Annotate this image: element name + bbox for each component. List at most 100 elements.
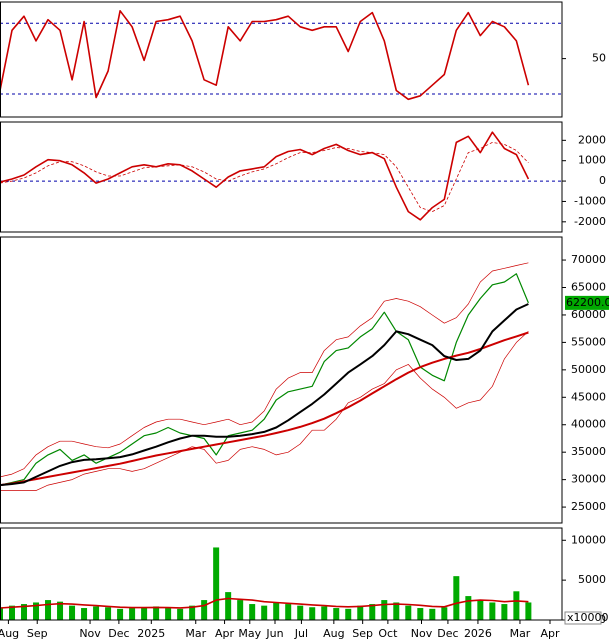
volume-bar bbox=[21, 604, 28, 620]
volume-bar bbox=[465, 596, 472, 620]
volume-bar bbox=[105, 607, 112, 620]
volume-bar bbox=[57, 601, 64, 620]
volume-bar bbox=[357, 605, 364, 620]
volume-bar bbox=[393, 602, 400, 620]
last-price-label: 62200.00 bbox=[566, 296, 609, 309]
y-tick-label: 50000 bbox=[571, 363, 606, 376]
volume-bar bbox=[489, 602, 496, 620]
y-tick-label: 5000 bbox=[578, 573, 606, 586]
x-tick-label: 2025 bbox=[137, 627, 165, 640]
volume-bar bbox=[273, 602, 280, 620]
series-line bbox=[0, 303, 529, 487]
series-line bbox=[0, 331, 529, 491]
volume-bar bbox=[477, 600, 484, 620]
x-tick-label: Mar bbox=[185, 627, 206, 640]
volume-bar bbox=[501, 604, 508, 620]
y-tick-label: 25000 bbox=[571, 500, 606, 513]
x-tick-label: Jun bbox=[265, 627, 283, 640]
volume-bar bbox=[261, 605, 268, 620]
volume-bar bbox=[9, 605, 16, 620]
volume-bar bbox=[285, 604, 292, 620]
volume-bar bbox=[249, 604, 256, 620]
y-tick-label: 45000 bbox=[571, 390, 606, 403]
y-tick-label: 10000 bbox=[571, 533, 606, 546]
x-tick-label: Sep bbox=[27, 627, 48, 640]
series-line bbox=[0, 262, 529, 478]
x-tick-label: 2026 bbox=[464, 627, 492, 640]
volume-bar bbox=[321, 606, 328, 620]
panel-frame bbox=[0, 236, 563, 524]
volume-bar bbox=[525, 602, 532, 620]
volume-bar bbox=[69, 605, 76, 620]
volume-bar bbox=[189, 605, 196, 620]
panel bbox=[0, 131, 562, 221]
y-tick-label: 1000 bbox=[578, 154, 606, 167]
volume-bar bbox=[429, 608, 436, 620]
panel bbox=[0, 10, 562, 101]
volume-bar bbox=[225, 592, 232, 620]
volume-bar bbox=[93, 606, 100, 620]
x-tick-label: Apr bbox=[540, 627, 560, 640]
volume-bar bbox=[177, 608, 184, 620]
y-tick-label: 0 bbox=[599, 613, 606, 626]
y-tick-label: 35000 bbox=[571, 445, 606, 458]
volume-bar bbox=[513, 591, 520, 620]
volume-bar bbox=[129, 608, 136, 620]
x-tick-label: Dec bbox=[437, 627, 458, 640]
unit-box bbox=[564, 611, 602, 625]
x-tick-label: Jul bbox=[294, 627, 308, 640]
panel-frame bbox=[0, 121, 563, 233]
volume-bar bbox=[33, 602, 40, 620]
volume-bar bbox=[345, 608, 352, 620]
volume-bar bbox=[237, 600, 244, 620]
x-tick-label: May bbox=[238, 627, 261, 640]
volume-bar bbox=[381, 600, 388, 620]
x-tick-label: Nov bbox=[411, 627, 433, 640]
volume-bar bbox=[333, 608, 340, 620]
panel-frame bbox=[0, 527, 563, 621]
volume-bar bbox=[141, 607, 148, 620]
y-tick-label: -1000 bbox=[574, 194, 606, 207]
last-price-box bbox=[565, 295, 609, 310]
y-tick-label: 50 bbox=[592, 52, 606, 65]
x-tick-label: Sep bbox=[352, 627, 373, 640]
x-tick-label: Apr bbox=[215, 627, 235, 640]
series-line bbox=[0, 331, 529, 487]
x-tick-label: Aug bbox=[0, 627, 19, 640]
volume-bar bbox=[405, 605, 412, 620]
y-tick-label: 30000 bbox=[571, 473, 606, 486]
volume-bar bbox=[201, 600, 208, 620]
x-tick-label: Mar bbox=[510, 627, 531, 640]
y-tick-label: 70000 bbox=[571, 253, 606, 266]
panel bbox=[0, 262, 529, 491]
volume-bar bbox=[369, 604, 376, 620]
volume-bar bbox=[81, 608, 88, 620]
y-tick-label: 0 bbox=[599, 174, 606, 187]
volume-bar bbox=[153, 606, 160, 620]
panel-frame bbox=[0, 1, 563, 118]
volume-bar bbox=[309, 607, 316, 620]
y-tick-label: 60000 bbox=[571, 308, 606, 321]
series-line bbox=[0, 597, 529, 609]
y-tick-label: 40000 bbox=[571, 418, 606, 431]
volume-bar bbox=[453, 576, 460, 620]
volume-bar bbox=[441, 607, 448, 620]
volume-bar bbox=[117, 608, 124, 620]
unit-label: x10000 bbox=[567, 611, 609, 624]
x-tick-label: Aug bbox=[323, 627, 344, 640]
volume-bar bbox=[45, 600, 52, 620]
x-tick-label: Oct bbox=[378, 627, 398, 640]
x-tick-label: Nov bbox=[79, 627, 101, 640]
y-tick-label: -2000 bbox=[574, 215, 606, 228]
series-line bbox=[0, 10, 530, 101]
volume-bar bbox=[0, 608, 3, 620]
volume-bar bbox=[297, 605, 304, 620]
x-tick-label: Dec bbox=[108, 627, 129, 640]
volume-bar bbox=[165, 608, 172, 620]
volume-bar bbox=[213, 547, 220, 620]
y-tick-label: 65000 bbox=[571, 281, 606, 294]
series-line bbox=[0, 273, 529, 486]
panel bbox=[0, 547, 532, 620]
volume-bar bbox=[417, 608, 424, 620]
